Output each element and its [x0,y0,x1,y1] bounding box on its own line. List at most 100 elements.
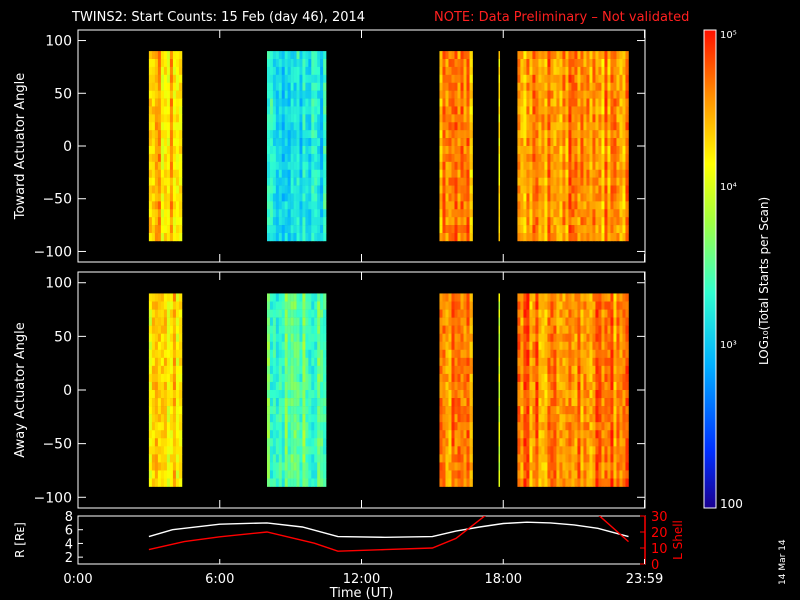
heatmap-cell [448,51,452,60]
heatmap-cell [269,333,274,343]
heatmap-cell [148,325,153,334]
heatmap-cell [553,293,557,302]
heatmap-cell [314,478,318,487]
heatmap-cell [568,454,572,463]
heatmap-cell [583,193,587,202]
heatmap-cell [448,365,452,375]
heatmap-cell [583,185,587,194]
heatmap-cell [550,177,554,186]
heatmap-cell [592,193,596,202]
heatmap-cell [553,309,557,318]
heatmap-cell [267,381,271,391]
heatmap-cell [538,114,542,123]
heatmap-cell [296,193,300,202]
heatmap-cell [267,333,271,343]
heatmap-cell [290,106,294,115]
heatmap-cell [583,301,587,310]
heatmap-cell [574,438,578,447]
heatmap-cell [460,373,464,383]
heatmap-cell [556,122,560,131]
heatmap-cell [610,74,614,84]
heatmap-cell [275,478,280,487]
heatmap-cell [529,373,533,383]
heatmap-cell [538,59,542,68]
heatmap-cell [553,82,557,91]
heatmap-cell [580,446,584,455]
heatmap-cell [498,51,501,60]
heatmap-cell [535,122,539,131]
heatmap-cell [287,317,291,326]
heatmap-cell [302,217,306,226]
heatmap-cell [568,185,572,194]
heatmap-cell [532,106,536,115]
heatmap-cell [293,153,297,163]
heatmap-cell [463,317,467,326]
heatmap-cell [610,357,614,367]
heatmap-cell [272,301,277,310]
heatmap-cell [442,309,446,318]
heatmap-cell [544,454,548,463]
heatmap-cell [299,59,303,68]
heatmap-cell [457,398,461,407]
heatmap-cell [451,406,455,415]
heatmap-cell [269,317,274,326]
heatmap-cell [574,373,578,383]
heatmap-cell [595,225,599,234]
heatmap-cell [571,333,575,343]
heatmap-cell [305,478,309,487]
heatmap-cell [610,438,614,447]
heatmap-cell [448,130,452,139]
heatmap-cell [553,462,557,471]
heatmap-cell [287,309,291,318]
heatmap-cell [269,301,274,310]
heatmap-cell [622,185,626,194]
heatmap-cell [457,114,461,123]
heatmap-cell [610,59,614,68]
heatmap-cell [169,185,174,194]
heatmap-cell [284,301,288,310]
heatmap-cell [284,201,288,210]
heatmap-cell [562,225,566,234]
away-data-block [498,293,501,487]
heatmap-cell [175,185,180,194]
heatmap-cell [275,146,280,155]
heatmap-cell [160,98,165,107]
heatmap-cell [278,438,283,447]
heatmap-cell [296,130,300,139]
heatmap-cell [547,59,551,68]
heatmap-cell [520,430,524,439]
heatmap-cell [583,153,587,163]
heatmap-cell [571,365,575,375]
heatmap-cell [314,398,318,407]
heatmap-cell [589,301,593,310]
heatmap-cell [529,74,533,84]
heatmap-cell [547,185,551,194]
heatmap-cell [166,122,171,131]
heatmap-cell [320,325,324,334]
heatmap-cell [604,122,608,131]
heatmap-cell [454,217,458,226]
heatmap-cell [565,193,569,202]
heatmap-cell [466,82,470,91]
heatmap-cell [163,438,168,447]
heatmap-cell [299,422,303,431]
heatmap-cell [454,293,458,302]
heatmap-cell [290,373,294,383]
heatmap-cell [314,177,318,186]
heatmap-cell [269,422,274,431]
heatmap-cell [559,177,563,186]
heatmap-cell [544,373,548,383]
heatmap-cell [583,293,587,302]
heatmap-cell [607,398,611,407]
heatmap-cell [619,414,623,423]
heatmap-cell [305,341,309,351]
heatmap-cell [466,293,470,302]
heatmap-cell [556,470,560,479]
heatmap-cell [169,341,174,351]
heatmap-cell [460,325,464,334]
heatmap-cell [622,193,626,202]
heatmap-cell [517,309,521,318]
heatmap-cell [157,309,162,318]
heatmap-cell [541,381,545,391]
heatmap-cell [275,317,280,326]
